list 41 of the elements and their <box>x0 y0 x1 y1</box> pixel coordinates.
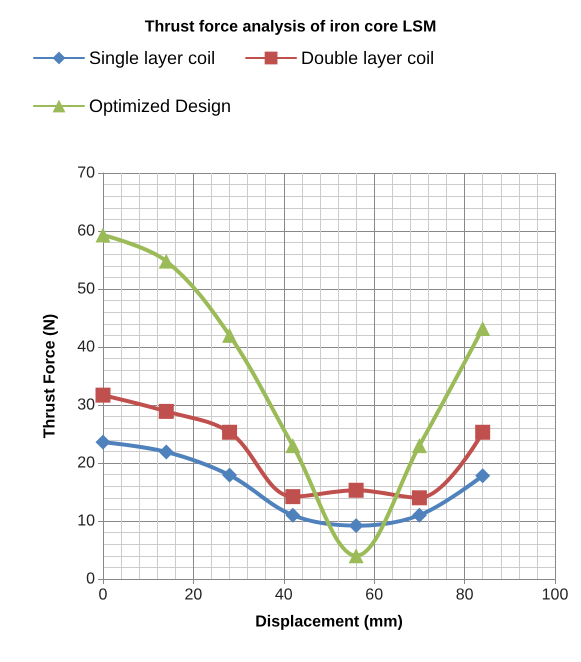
point <box>285 508 300 523</box>
point <box>412 508 427 523</box>
x-axis-title: Displacement (mm) <box>255 614 403 630</box>
y-tick-label: 60 <box>77 222 96 240</box>
y-axis-title: Thrust Force (N) <box>42 314 58 438</box>
point <box>412 438 427 454</box>
point <box>348 482 364 498</box>
point <box>222 424 238 440</box>
point <box>96 388 110 403</box>
point <box>222 468 238 483</box>
point <box>158 444 174 460</box>
point <box>348 548 364 564</box>
y-tick-label: 0 <box>86 570 96 588</box>
legend-label: Double layer coil <box>301 48 434 68</box>
point <box>158 404 174 419</box>
point <box>222 328 238 343</box>
point <box>96 434 110 450</box>
point <box>285 438 300 454</box>
point <box>285 489 300 504</box>
x-tick-label: 0 <box>98 586 108 604</box>
x-tick-label: 60 <box>365 586 384 604</box>
point <box>96 228 110 243</box>
point <box>475 320 490 336</box>
y-tick-label: 40 <box>77 338 96 356</box>
x-tick-label: 40 <box>274 586 293 604</box>
point <box>158 254 174 269</box>
point <box>475 424 490 440</box>
x-tick-label: 20 <box>184 586 202 604</box>
y-tick-label: 50 <box>77 280 96 298</box>
x-tick-label: 80 <box>456 586 474 604</box>
y-tick-label: 20 <box>77 454 96 472</box>
y-tick-label: 30 <box>77 396 96 414</box>
point <box>412 490 427 506</box>
chart-title: Thrust force analysis of iron core LSM <box>144 18 436 36</box>
point <box>348 518 364 534</box>
y-tick-label: 70 <box>77 164 96 182</box>
point <box>475 468 490 484</box>
legend-label: Single layer coil <box>89 48 216 68</box>
legend-label: Optimized Design <box>89 96 232 116</box>
x-tick-label: 100 <box>542 586 568 604</box>
y-tick-label: 10 <box>77 512 96 530</box>
